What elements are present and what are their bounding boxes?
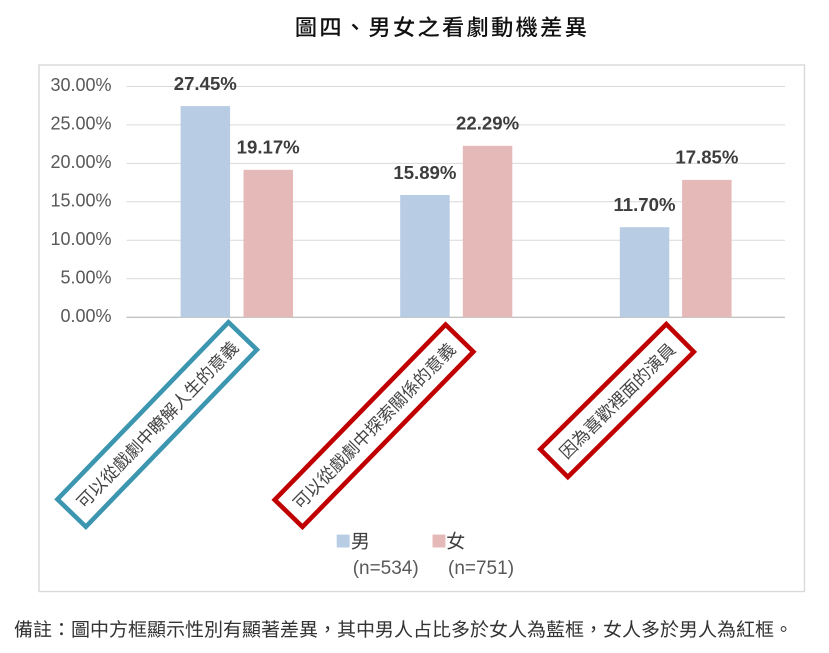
svg-text:27.45%: 27.45% [174,73,238,94]
svg-text:22.29%: 22.29% [456,113,520,134]
svg-text:30.00%: 30.00% [50,75,111,95]
svg-text:0.00%: 0.00% [60,306,111,326]
svg-text:15.00%: 15.00% [50,191,111,211]
svg-text:25.00%: 25.00% [50,114,111,134]
svg-text:20.00%: 20.00% [50,152,111,172]
svg-text:11.70%: 11.70% [613,194,676,215]
svg-text:(n=751): (n=751) [448,558,514,579]
svg-text:10.00%: 10.00% [50,229,111,249]
svg-text:15.89%: 15.89% [393,162,457,183]
svg-text:19.17%: 19.17% [237,137,301,158]
svg-text:(n=534): (n=534) [353,558,419,579]
svg-text:17.85%: 17.85% [675,147,739,168]
svg-text:5.00%: 5.00% [60,267,111,287]
